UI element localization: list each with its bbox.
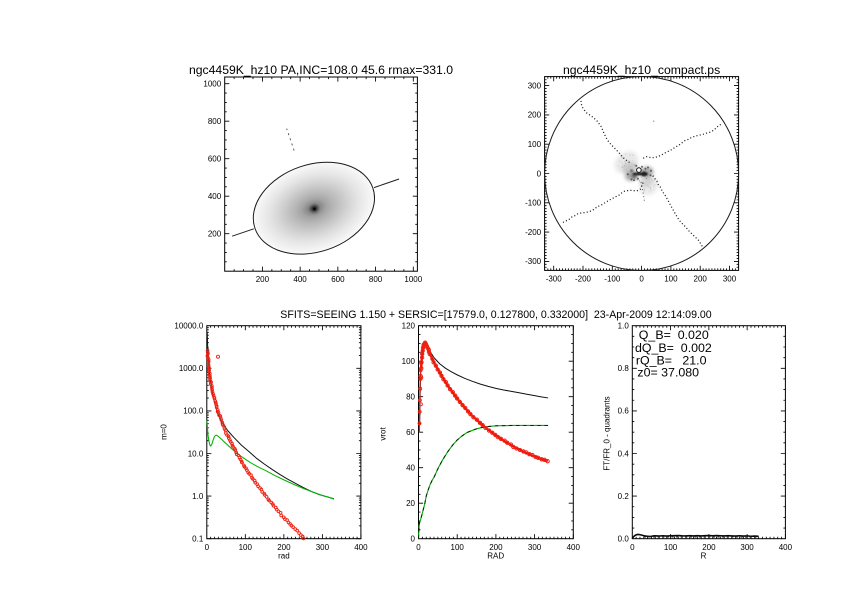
svg-text:-200: -200	[575, 275, 592, 284]
svg-text:300: 300	[740, 543, 754, 552]
svg-text:0.1: 0.1	[192, 535, 204, 544]
svg-text:200: 200	[528, 111, 542, 120]
svg-text:0.8: 0.8	[618, 364, 630, 373]
svg-text:ngc4459K_hz10 PA,INC=108.0 45.: ngc4459K_hz10 PA,INC=108.0 45.6 rmax=331…	[189, 63, 453, 77]
svg-text:1000: 1000	[404, 275, 422, 284]
svg-text:-100: -100	[604, 275, 621, 284]
svg-text:400: 400	[779, 543, 793, 552]
svg-text:FT/FR_0 - quadrants: FT/FR_0 - quadrants	[603, 396, 612, 470]
svg-text:0.0: 0.0	[618, 535, 630, 544]
svg-text:0: 0	[416, 543, 421, 552]
svg-text:200: 200	[489, 543, 503, 552]
svg-text:vrot: vrot	[379, 427, 388, 441]
svg-text:300: 300	[528, 81, 542, 90]
svg-text:10.0: 10.0	[188, 449, 204, 458]
svg-text:600: 600	[208, 155, 222, 164]
svg-text:dQ_B= 0.002: dQ_B= 0.002	[635, 341, 712, 355]
svg-text:200: 200	[277, 543, 291, 552]
svg-text:-300: -300	[546, 275, 563, 284]
svg-text:Q_B= 0.020: Q_B= 0.020	[639, 328, 709, 342]
svg-text:200: 200	[694, 275, 708, 284]
svg-text:0: 0	[411, 535, 416, 544]
svg-text:100: 100	[451, 543, 465, 552]
svg-text:400: 400	[293, 275, 307, 284]
svg-text:80: 80	[406, 393, 415, 402]
svg-text:m=0: m=0	[160, 424, 169, 440]
svg-text:1000.0: 1000.0	[179, 364, 204, 373]
svg-text:200: 200	[702, 543, 716, 552]
svg-text:1.0: 1.0	[192, 492, 204, 501]
svg-text:600: 600	[331, 275, 345, 284]
svg-text:-200: -200	[525, 228, 542, 237]
svg-text:100: 100	[528, 140, 542, 149]
svg-text:0.4: 0.4	[618, 449, 630, 458]
svg-text:40: 40	[406, 464, 415, 473]
svg-text:0.6: 0.6	[618, 407, 630, 416]
svg-text:400: 400	[208, 192, 222, 201]
svg-text:100.0: 100.0	[183, 407, 204, 416]
svg-text:RAD: RAD	[487, 552, 504, 561]
svg-text:0.2: 0.2	[618, 492, 630, 501]
svg-text:100: 100	[402, 357, 416, 366]
svg-text:800: 800	[369, 275, 383, 284]
svg-text:100: 100	[664, 543, 678, 552]
svg-text:120: 120	[402, 322, 416, 331]
svg-text:300: 300	[528, 543, 542, 552]
svg-text:100: 100	[239, 543, 253, 552]
svg-text:20: 20	[406, 499, 415, 508]
svg-text:400: 400	[567, 543, 581, 552]
svg-text:60: 60	[406, 428, 415, 437]
svg-text:800: 800	[208, 117, 222, 126]
svg-text:200: 200	[256, 275, 270, 284]
svg-text:rad: rad	[278, 552, 290, 561]
svg-text:0: 0	[205, 543, 210, 552]
svg-text:10000.0: 10000.0	[174, 322, 203, 331]
svg-text:SFITS=SEEING 1.150 + SERSIC=[1: SFITS=SEEING 1.150 + SERSIC=[17579.0, 0.…	[280, 309, 712, 321]
svg-text:0: 0	[639, 275, 644, 284]
svg-text:300: 300	[316, 543, 330, 552]
svg-text:R: R	[701, 552, 707, 561]
svg-text:-300: -300	[525, 257, 542, 266]
svg-text:400: 400	[354, 543, 368, 552]
svg-text:1.0: 1.0	[618, 322, 630, 331]
svg-text:1000: 1000	[203, 80, 221, 89]
svg-text:0: 0	[537, 169, 542, 178]
svg-text:200: 200	[208, 230, 222, 239]
svg-text:ngc4459K_hz10_compact.ps: ngc4459K_hz10_compact.ps	[563, 63, 720, 77]
svg-text:z0= 37.080: z0= 37.080	[637, 366, 699, 380]
svg-text:300: 300	[723, 275, 737, 284]
svg-text:0: 0	[630, 543, 635, 552]
svg-text:100: 100	[664, 275, 678, 284]
svg-text:-100: -100	[525, 199, 542, 208]
svg-text:rQ_B= 21.0: rQ_B= 21.0	[636, 354, 707, 368]
